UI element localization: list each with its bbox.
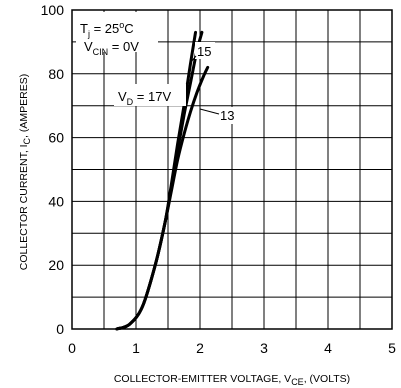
annotation-vcin: VCIN = 0V [84, 39, 139, 57]
y-tick-label: 20 [48, 257, 64, 273]
annotation-background [76, 12, 158, 52]
y-tick-label: 40 [48, 193, 64, 209]
annotation-tj: Tj = 25oC [80, 20, 134, 39]
plot-frame [71, 9, 393, 330]
x-tick-labels: 0 1 2 3 4 5 [68, 340, 396, 356]
leader-line-15 [190, 55, 197, 63]
y-tick-label: 80 [48, 66, 64, 82]
y-tick-labels: 0 20 40 60 80 100 [41, 2, 65, 337]
y-tick-label: 0 [56, 321, 64, 337]
label-15-background [195, 42, 215, 59]
y-axis-title: COLLECTOR CURRENT, IC, (AMPERES) [18, 74, 32, 271]
leader-line-13 [199, 108, 220, 115]
x-tick-label: 1 [132, 340, 140, 356]
curve-label-vd: VD = 17V [118, 89, 171, 107]
series-line-vd-17 [115, 30, 198, 331]
x-axis-title: COLLECTOR-EMITTER VOLTAGE, VCE, (VOLTS) [114, 373, 350, 387]
x-tick-label: 4 [324, 340, 332, 356]
label-vd-background [114, 84, 186, 106]
curve-label-15: 15 [197, 44, 211, 59]
x-tick-label: 5 [388, 340, 396, 356]
y-tick-label: 100 [41, 2, 65, 18]
chart-grid [72, 10, 392, 329]
series-line-vd-13 [115, 65, 210, 331]
label-13-background [218, 107, 240, 124]
chart-curves [115, 30, 210, 331]
curve-label-13: 13 [220, 108, 234, 123]
x-tick-label: 3 [260, 340, 268, 356]
x-tick-label: 2 [196, 340, 204, 356]
x-tick-label: 0 [68, 340, 76, 356]
y-tick-label: 60 [48, 130, 64, 146]
